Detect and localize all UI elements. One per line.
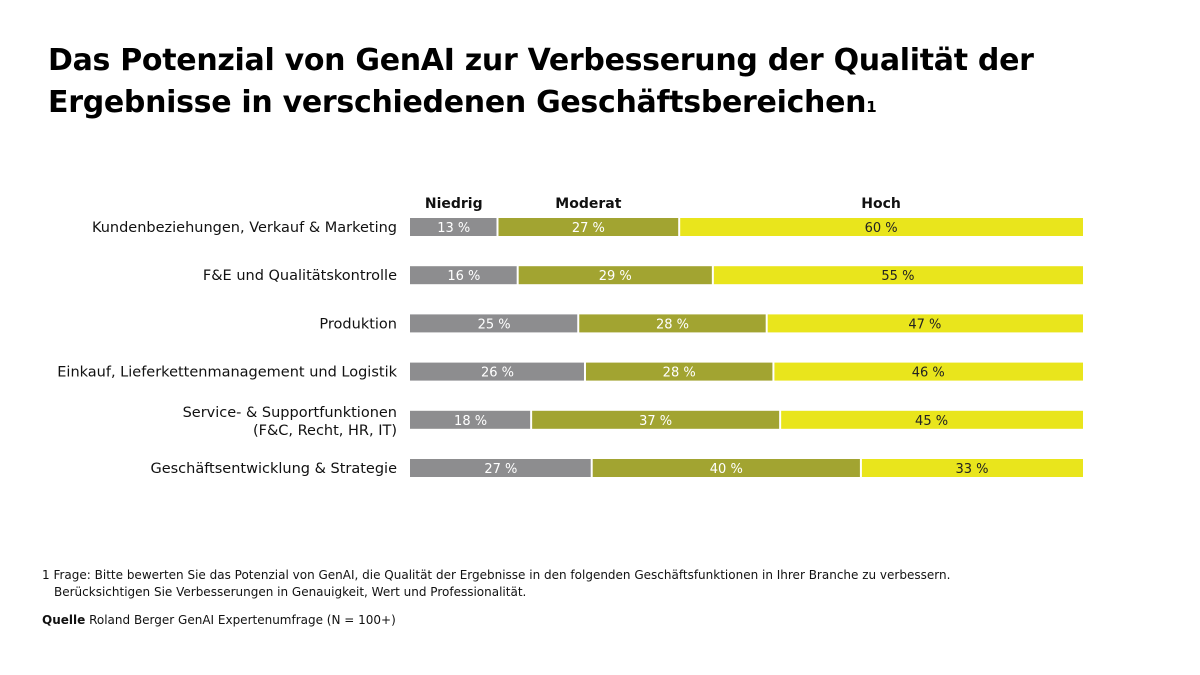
data-label: 28 %	[656, 317, 689, 332]
bar-segment-hoch	[680, 218, 1083, 236]
data-label: 13 %	[437, 221, 470, 236]
source-label: Quelle	[42, 613, 86, 627]
data-label: 27 %	[484, 462, 517, 477]
data-label: 45 %	[915, 414, 948, 429]
data-label: 46 %	[912, 366, 945, 381]
bar-segment-niedrig	[410, 266, 517, 285]
footnote-line-1: Frage: Bitte bewerten Sie das Potenzial …	[53, 568, 951, 582]
legend-label-hoch: Hoch	[861, 196, 901, 212]
category-label: Service- & Supportfunktionen (F&C, Recht,…	[183, 405, 397, 439]
category-label: Geschäftsentwicklung & Strategie	[150, 461, 397, 477]
data-label: 27 %	[572, 221, 605, 236]
category-label: Einkauf, Lieferkettenmanagement und Logi…	[57, 365, 397, 381]
stacked-bar-chart: Niedrig Moderat Hoch Kundenbeziehungen, Ver…	[57, 196, 1083, 477]
bar-segment-niedrig	[410, 314, 578, 333]
data-label: 26 %	[481, 366, 514, 381]
title-text: Das Potenzial von GenAI zur Verbesserung…	[48, 43, 1034, 120]
category-label: F&E und Qualitätskontrolle	[203, 268, 397, 284]
legend-label-niedrig: Niedrig	[425, 196, 483, 212]
footnote-line-2: Berücksichtigen Sie Verbesserungen in Ge…	[54, 585, 527, 599]
data-label: 28 %	[663, 366, 696, 381]
bar-segment-niedrig	[410, 410, 531, 429]
category-label: Kundenbeziehungen, Verkauf & Marketing	[92, 220, 397, 236]
bar-segment-hoch	[767, 314, 1083, 333]
bar-segment-hoch	[781, 410, 1083, 429]
data-label: 18 %	[454, 414, 487, 429]
bar-segment-moderat	[585, 362, 773, 381]
source-text: Roland Berger GenAI Expertenumfrage (N =…	[89, 613, 396, 627]
bar-segment-moderat	[579, 314, 766, 333]
bar-segment-moderat	[532, 410, 780, 429]
category-label: Produktion	[319, 316, 397, 332]
bar-segment-moderat	[592, 459, 860, 477]
bar-segment-niedrig	[410, 459, 591, 477]
bar-segment-hoch	[774, 362, 1083, 381]
chart-title: Das Potenzial von GenAI zur Verbesserung…	[48, 40, 1148, 124]
legend-label-moderat: Moderat	[555, 196, 621, 212]
bar-segment-hoch	[713, 266, 1083, 285]
footnote-marker: 1	[42, 568, 50, 582]
title-footnote-marker: 1	[866, 98, 877, 116]
bar-segment-moderat	[518, 266, 712, 285]
bar-segment-hoch	[861, 459, 1083, 477]
bar-segment-niedrig	[410, 362, 584, 381]
source: Quelle Roland Berger GenAI Expertenumfra…	[42, 613, 396, 627]
bar-segment-niedrig	[410, 218, 497, 236]
data-label: 16 %	[447, 269, 480, 284]
data-label: 47 %	[908, 317, 941, 332]
footnote: 1 Frage: Bitte bewerten Sie das Potenzia…	[42, 567, 950, 601]
data-label: 60 %	[865, 221, 898, 236]
data-label: 25 %	[478, 317, 511, 332]
data-label: 40 %	[710, 462, 743, 477]
data-label: 37 %	[639, 414, 672, 429]
data-label: 33 %	[955, 462, 988, 477]
data-label: 55 %	[881, 269, 914, 284]
data-label: 29 %	[599, 269, 632, 284]
bar-segment-moderat	[498, 218, 679, 236]
